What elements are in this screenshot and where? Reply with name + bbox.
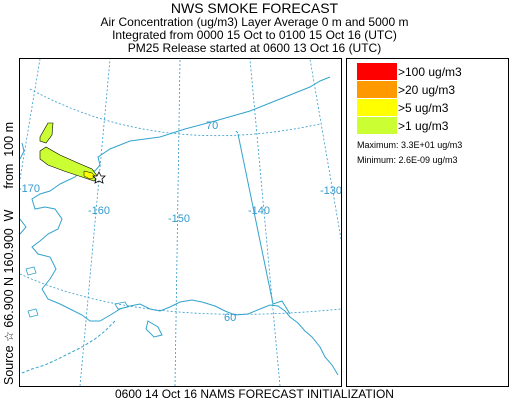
lat-label-60: 60 (224, 312, 236, 324)
forecast-title: NWS SMOKE FORECAST (170, 0, 339, 16)
minimum-value: Minimum: 2.6E-09 ug/m3 (357, 155, 458, 165)
lon-line-160 (79, 59, 111, 386)
lon-line-150 (174, 59, 181, 386)
lon-label-170: -170 (20, 183, 40, 195)
map-panel[interactable]: -170 -160 -150 -140 -130 70 60 (19, 58, 342, 387)
lon-line-170 (20, 59, 41, 180)
legend-label: >5 ug/m3 (398, 101, 449, 115)
alaska-coastline (31, 76, 339, 376)
concentration-description: Air Concentration (ug/m3) Layer Average … (100, 15, 409, 29)
legend-swatch-yellow (357, 99, 397, 116)
smoke-plume-north (39, 122, 54, 144)
legend-panel: >100 ug/m3 >20 ug/m3 >5 ug/m3 >1 ug/m3 M… (346, 58, 509, 387)
kodiak-island (145, 320, 163, 338)
legend-label: >1 ug/m3 (398, 119, 449, 133)
lon-label-160: -160 (88, 205, 110, 217)
lat-line-70 (29, 88, 321, 137)
legend-swatch-orange (357, 81, 397, 98)
smoke-plume-core (83, 170, 97, 180)
lon-label-150: -150 (168, 213, 190, 225)
aleutian-islands (21, 320, 116, 374)
source-prefix: Source (2, 345, 16, 385)
lon-line-130 (309, 59, 341, 240)
siberia-coast (20, 142, 27, 235)
forecast-initialization: 0600 14 Oct 16 NAMS FORECAST INITIALIZAT… (115, 387, 394, 401)
lon-label-130: -130 (320, 185, 341, 197)
legend-label: >20 ug/m3 (398, 83, 456, 97)
source-coordinates: 66.900 N 160.900 W from 100 m (2, 121, 16, 328)
us-canada-border (237, 133, 291, 315)
source-location-label: Source ☆ 66.900 N 160.900 W from 100 m (1, 55, 17, 385)
lat-label-70: 70 (206, 120, 218, 132)
lat-line-60 (20, 273, 341, 315)
lake-iliamna (114, 301, 129, 310)
source-star-icon (92, 171, 106, 184)
release-start: PM25 Release started at 0600 13 Oct 16 (… (127, 41, 382, 55)
legend-label: >100 ug/m3 (398, 65, 462, 79)
st-lawrence-island (25, 266, 37, 276)
legend-swatch-green (357, 117, 397, 134)
lon-line-140 (249, 59, 281, 386)
star-outline-icon: ☆ (2, 331, 16, 342)
legend-swatch-red (357, 63, 397, 80)
maximum-value: Maximum: 3.3E+01 ug/m3 (357, 140, 463, 150)
nunivak-island (27, 308, 39, 318)
lon-label-140: -140 (248, 205, 270, 217)
alaska-map: -170 -160 -150 -140 -130 70 60 (20, 59, 341, 386)
integration-period: Integrated from 0000 15 Oct to 0100 15 O… (112, 28, 397, 42)
